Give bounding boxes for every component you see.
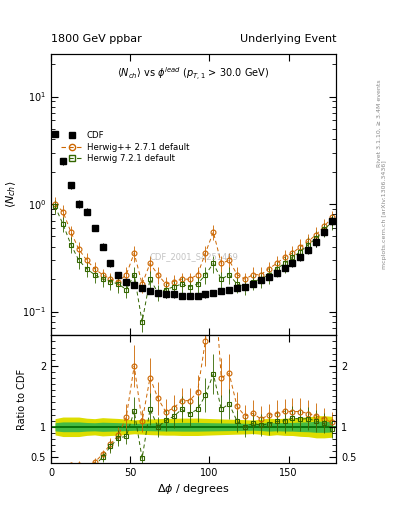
X-axis label: $\Delta\phi$ / degrees: $\Delta\phi$ / degrees	[158, 482, 230, 497]
Text: Rivet 3.1.10, ≥ 3.4M events: Rivet 3.1.10, ≥ 3.4M events	[377, 79, 382, 167]
Y-axis label: Ratio to CDF: Ratio to CDF	[17, 369, 27, 430]
Y-axis label: $\langle N_{ch}\rangle$: $\langle N_{ch}\rangle$	[5, 181, 18, 208]
Text: mcplots.cern.ch [arXiv:1306.3436]: mcplots.cern.ch [arXiv:1306.3436]	[382, 161, 387, 269]
Legend: CDF, Herwig++ 2.7.1 default, Herwig 7.2.1 default: CDF, Herwig++ 2.7.1 default, Herwig 7.2.…	[58, 129, 192, 166]
Text: Underlying Event: Underlying Event	[239, 34, 336, 44]
Text: 1800 GeV ppbar: 1800 GeV ppbar	[51, 34, 142, 44]
Text: CDF_2001_S4251469: CDF_2001_S4251469	[149, 252, 238, 261]
Text: $\langle N_{ch}\rangle$ vs $\phi^{lead}$ ($p_{T,1}$ > 30.0 GeV): $\langle N_{ch}\rangle$ vs $\phi^{lead}$…	[118, 65, 270, 82]
